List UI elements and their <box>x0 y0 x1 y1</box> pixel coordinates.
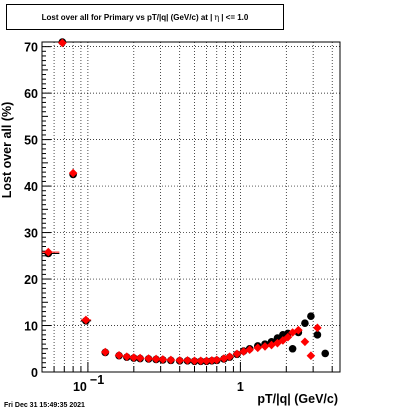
plot-frame <box>41 41 341 373</box>
data-point <box>225 352 234 361</box>
data-point <box>232 349 242 359</box>
chart-title-suffix: | <= 1.0 <box>221 12 249 22</box>
data-point <box>267 340 276 350</box>
y-axis-label: Lost over all (%) <box>0 101 14 199</box>
data-point <box>273 338 282 348</box>
axis-ticks <box>41 46 333 373</box>
x-tick-label: 10 <box>73 380 87 394</box>
y-tick-label: 30 <box>24 227 38 241</box>
data-point <box>158 355 168 364</box>
data-point <box>313 323 322 333</box>
data-point <box>278 336 288 345</box>
data-point <box>68 168 78 178</box>
data-point <box>253 343 263 353</box>
data-marks <box>42 38 330 366</box>
data-point <box>207 356 217 365</box>
data-point <box>307 312 315 321</box>
chart-title: Lost over all for Primary vs pT/|q| (GeV… <box>6 4 284 30</box>
data-point <box>175 356 185 365</box>
data-point <box>283 332 293 342</box>
chart-title-eta: η <box>214 12 220 22</box>
y-tick-label: 40 <box>24 180 38 194</box>
data-point <box>245 345 254 354</box>
data-point <box>288 344 297 353</box>
data-point <box>166 355 176 365</box>
data-point <box>114 350 124 360</box>
data-point <box>196 356 206 366</box>
data-point <box>301 319 309 327</box>
data-point <box>151 354 161 364</box>
data-point <box>122 352 132 361</box>
data-point <box>183 356 192 365</box>
data-point <box>190 356 199 366</box>
footer-timestamp: Fri Dec 31 15:49:35 2021 <box>4 402 85 409</box>
y-tick-label: 20 <box>24 273 38 287</box>
data-point <box>44 247 53 257</box>
data-point <box>212 355 222 365</box>
y-tick-label: 0 <box>31 366 38 380</box>
data-point <box>294 325 303 335</box>
data-point <box>129 353 139 362</box>
data-point <box>100 347 110 357</box>
data-point <box>144 354 153 363</box>
data-point <box>288 328 297 337</box>
data-point <box>313 331 322 339</box>
y-tick-label: 10 <box>24 320 38 334</box>
y-tick-label: 60 <box>24 87 38 101</box>
data-point <box>306 351 316 361</box>
data-point <box>81 315 91 325</box>
series-2 <box>42 38 322 366</box>
data-point <box>58 38 67 48</box>
y-tick-label: 70 <box>24 41 38 55</box>
x-tick-label-exponent: −1 <box>90 373 104 387</box>
chart-title-prefix: Lost over all for Primary vs pT/|q| (GeV… <box>41 12 213 22</box>
data-point <box>135 353 145 363</box>
data-point <box>260 342 270 351</box>
x-tick-label: 1 <box>237 380 244 394</box>
y-tick-label: 50 <box>24 134 38 148</box>
x-axis-label: pT/|q| (GeV/c) <box>257 392 338 406</box>
data-point <box>321 349 330 358</box>
data-point <box>202 356 211 366</box>
data-point <box>300 337 310 347</box>
grid-lines <box>41 42 340 372</box>
